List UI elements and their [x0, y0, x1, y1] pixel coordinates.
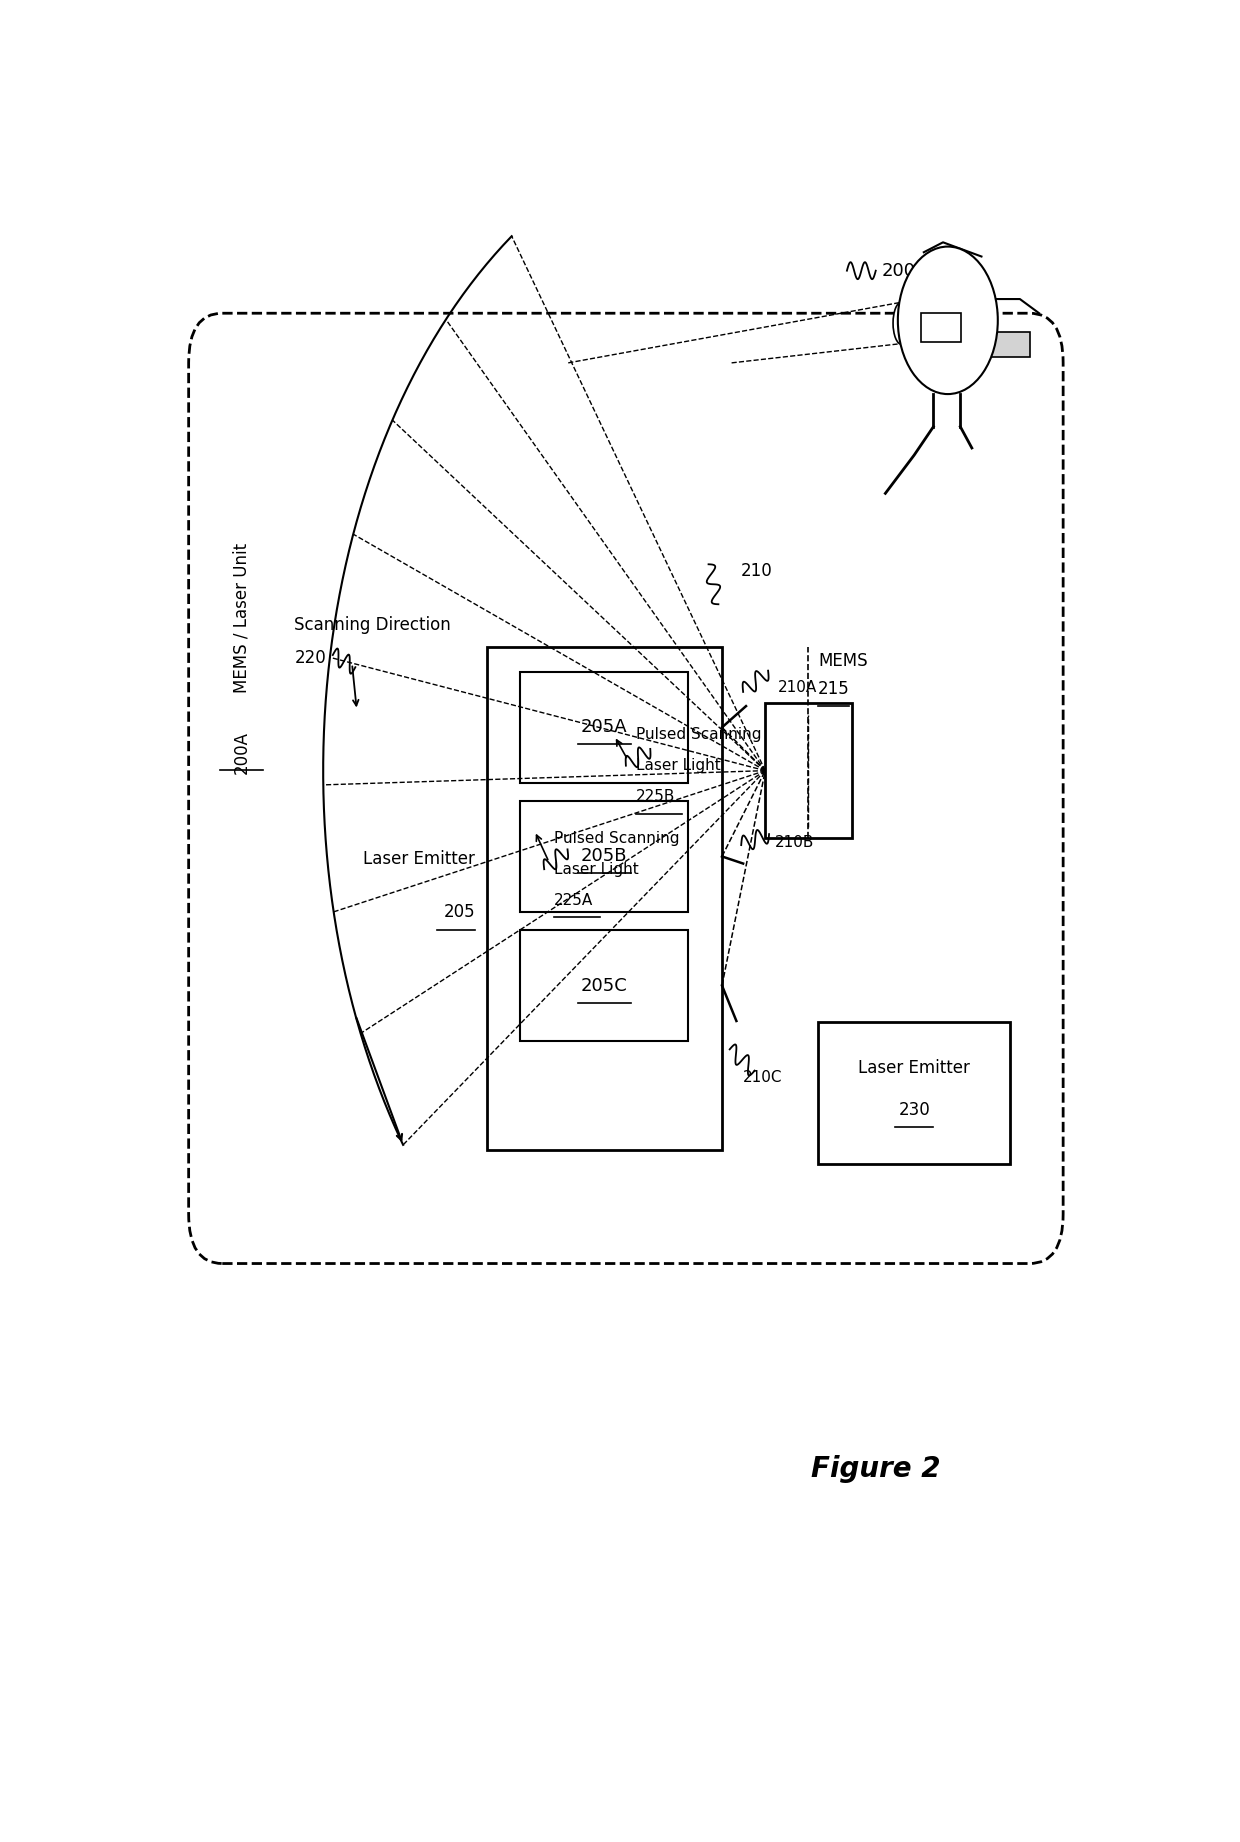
Text: Scanning Direction: Scanning Direction — [294, 617, 451, 634]
Bar — [818, 1022, 1011, 1164]
Text: Laser Light: Laser Light — [554, 862, 639, 877]
Circle shape — [898, 247, 998, 394]
Text: 210C: 210C — [743, 1070, 782, 1085]
Text: 200: 200 — [882, 262, 915, 280]
Text: Laser Light: Laser Light — [635, 759, 720, 774]
Text: 210B: 210B — [775, 834, 815, 849]
Bar — [521, 672, 688, 783]
Text: 215: 215 — [818, 680, 849, 698]
Text: 220: 220 — [294, 648, 326, 667]
Text: 200A: 200A — [232, 731, 250, 774]
Bar — [486, 647, 722, 1149]
Text: Laser Emitter: Laser Emitter — [858, 1059, 970, 1078]
Text: 225A: 225A — [554, 893, 593, 908]
Bar — [521, 930, 688, 1041]
Text: 210A: 210A — [777, 680, 817, 694]
Text: Figure 2: Figure 2 — [811, 1455, 940, 1483]
Ellipse shape — [893, 302, 910, 344]
Text: 205B: 205B — [582, 847, 627, 866]
Text: 205: 205 — [444, 903, 475, 921]
Text: 230: 230 — [898, 1102, 930, 1120]
Text: 225B: 225B — [635, 790, 675, 805]
Bar — [977, 332, 1029, 357]
Text: MEMS: MEMS — [818, 652, 868, 670]
Text: 205A: 205A — [582, 718, 627, 737]
Text: 210: 210 — [742, 562, 773, 580]
Bar — [765, 704, 852, 838]
Text: 205C: 205C — [580, 976, 627, 995]
Bar — [921, 313, 961, 341]
Bar — [521, 801, 688, 912]
Text: Pulsed Scanning: Pulsed Scanning — [635, 728, 761, 742]
Text: Laser Emitter: Laser Emitter — [363, 849, 475, 868]
Text: Pulsed Scanning: Pulsed Scanning — [554, 831, 680, 845]
Text: MEMS / Laser Unit: MEMS / Laser Unit — [232, 543, 250, 693]
